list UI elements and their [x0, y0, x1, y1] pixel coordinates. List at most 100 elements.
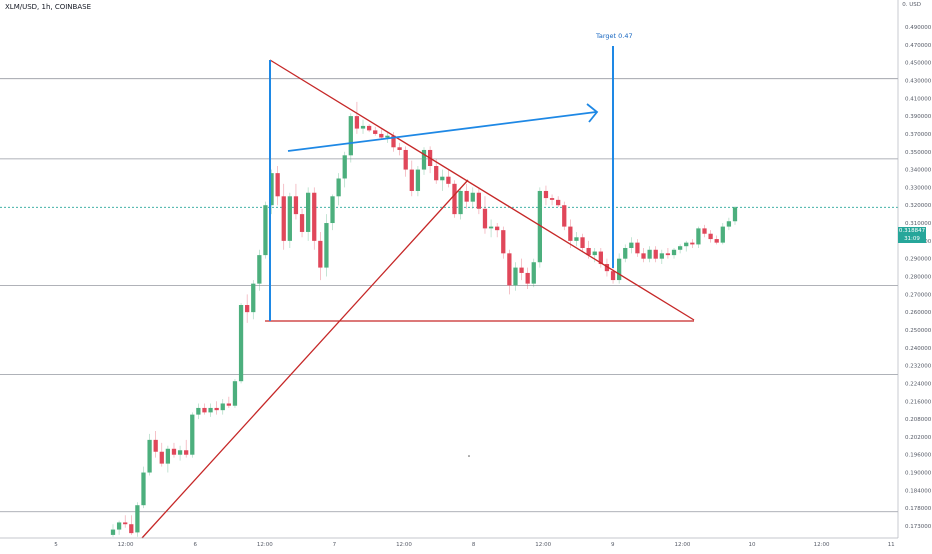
candle: [684, 240, 689, 252]
candle-body: [537, 190, 542, 263]
candle: [123, 515, 128, 528]
y-tick-label: 0.178000: [905, 506, 932, 512]
chart-dot: [468, 455, 470, 457]
candle-body: [324, 223, 329, 268]
candle-body: [312, 192, 317, 241]
direction-arrow-head[interactable]: [586, 103, 599, 123]
candle-body: [214, 407, 219, 411]
descending-trendline[interactable]: [269, 59, 695, 321]
x-tick-label: 12:00: [257, 542, 273, 548]
candle-body: [129, 524, 134, 534]
candle-body: [446, 176, 451, 184]
candle-body: [665, 253, 671, 256]
candle-body: [220, 403, 225, 411]
candle: [720, 223, 725, 245]
candle: [342, 151, 347, 188]
candle-body: [592, 251, 597, 256]
candle-body: [385, 135, 390, 138]
candle-body: [513, 267, 518, 286]
candle: [677, 244, 683, 254]
y-tick-label: 0.184000: [905, 488, 932, 494]
y-tick-label: 0.350000: [905, 150, 932, 156]
candle: [348, 113, 353, 163]
candle: [617, 253, 622, 284]
candle: [488, 219, 494, 238]
candle-body: [586, 247, 591, 256]
candle-body: [348, 116, 353, 156]
candle: [556, 196, 561, 207]
candle: [690, 239, 695, 248]
candle: [379, 129, 384, 140]
candle: [562, 201, 567, 231]
candle-body: [580, 237, 585, 248]
candle: [324, 214, 329, 277]
candle-body: [123, 522, 128, 525]
candle-body: [165, 448, 171, 464]
candle-body: [574, 237, 579, 241]
candle-body: [476, 192, 482, 209]
x-tick-label: 9: [611, 542, 615, 548]
candle: [568, 219, 573, 248]
drawing-layer[interactable]: [141, 46, 695, 539]
candle-body: [543, 190, 549, 199]
candle: [647, 246, 652, 263]
candle-body: [452, 183, 457, 215]
candle-body: [287, 196, 292, 241]
y-tick-label: 0.390000: [905, 114, 932, 120]
y-tick-label: 0.450000: [905, 61, 932, 67]
candle: [525, 267, 530, 289]
candle: [190, 412, 195, 458]
x-tick-label: 12:00: [118, 542, 134, 548]
candle-body: [342, 155, 347, 179]
candle: [403, 146, 408, 177]
candle-body: [263, 205, 268, 256]
y-tick-label: 0.330000: [905, 185, 932, 191]
candle-body: [610, 271, 616, 281]
candle-body: [629, 242, 634, 248]
y-tick-label: 0.208000: [905, 417, 932, 423]
x-tick-label: 11: [888, 542, 895, 548]
candle: [446, 169, 451, 188]
candle-body: [470, 192, 475, 202]
candle-body: [525, 272, 530, 284]
candle-body: [415, 169, 421, 191]
candle-body: [598, 251, 603, 265]
candle: [220, 399, 225, 415]
candle: [129, 515, 134, 535]
candle: [549, 194, 555, 206]
candle: [257, 249, 262, 291]
y-tick-label: 0.240000: [905, 346, 932, 352]
candle: [110, 524, 116, 537]
candle: [696, 226, 701, 248]
candle-body: [110, 529, 116, 535]
candle: [635, 239, 640, 257]
candle: [306, 187, 311, 241]
x-tick-label: 7: [333, 542, 337, 548]
candle-body: [373, 130, 378, 134]
y-tick-label: 0.173000: [905, 524, 932, 530]
candle-body: [434, 166, 439, 181]
candle-body: [659, 253, 664, 259]
direction-arrow-shaft[interactable]: [287, 111, 597, 152]
x-tick-label: 10: [749, 542, 756, 548]
candle: [665, 247, 671, 259]
candle-body: [708, 233, 713, 240]
candle-body: [720, 226, 725, 243]
candle-body: [232, 381, 238, 406]
candle-body: [714, 239, 719, 243]
candle: [598, 247, 603, 268]
candle: [543, 185, 549, 206]
grid-layer: [0, 78, 898, 513]
candle-body: [293, 196, 299, 215]
y-tick-label: 0.270000: [905, 292, 932, 298]
candle-body: [269, 173, 274, 206]
y-tick-label: 0.290000: [905, 257, 932, 263]
candle: [330, 194, 335, 231]
candle: [421, 147, 427, 175]
ascending-trendline[interactable]: [141, 179, 469, 539]
y-tick-label: 0.260000: [905, 310, 932, 316]
candle-body: [397, 147, 402, 150]
candle-body: [251, 283, 256, 313]
